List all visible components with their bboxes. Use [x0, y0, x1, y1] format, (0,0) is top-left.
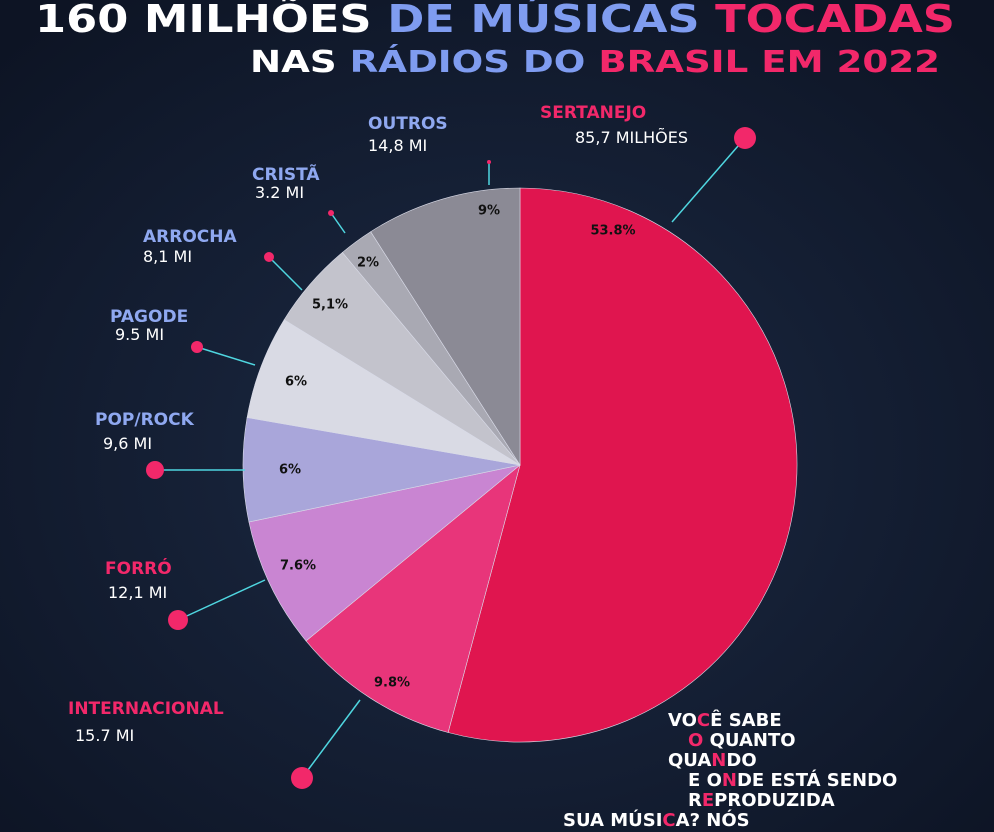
chart-title: NAS RÁDIOS DO BRASIL EM 2022 [250, 44, 940, 80]
amount-label: 15.7 MI [75, 726, 134, 745]
message-part: O [688, 730, 703, 751]
amount-label: 12,1 MI [108, 583, 167, 602]
message-line: SUA MÚSICA? NÓS [563, 809, 750, 831]
category-label: INTERNACIONAL [68, 699, 224, 719]
value-label: 9.8% [374, 676, 410, 691]
message-part: QUANTO [703, 730, 795, 751]
category-label: POP/ROCK [95, 410, 195, 430]
leader-dot [291, 767, 313, 789]
message-part: E O [688, 770, 722, 791]
value-label: 7.6% [280, 559, 316, 574]
message-part: R [688, 790, 702, 811]
amount-label: 3.2 MI [255, 183, 304, 202]
title-part: RÁDIOS DO [350, 44, 599, 80]
title-part: TOCADAS [715, 0, 955, 41]
message-line: VOCÊ SABE [668, 709, 782, 731]
message-part: Ê SABE [710, 709, 781, 731]
leader-dot [487, 160, 491, 164]
amount-label: 9,6 MI [103, 434, 152, 453]
message-part: C [662, 810, 675, 831]
leader-dot [264, 252, 274, 262]
category-label: ARROCHA [143, 227, 237, 247]
leader-dot [168, 610, 188, 630]
value-label: 9% [478, 204, 500, 219]
message-line: REPRODUZIDA [688, 790, 835, 811]
category-label: OUTROS [368, 114, 448, 134]
message-part: N [722, 770, 737, 791]
message-part: PRODUZIDA [714, 790, 835, 811]
message-part: SUA MÚSI [563, 809, 662, 831]
category-label: FORRÓ [105, 557, 172, 579]
message-part: DE ESTÁ SENDO [737, 769, 897, 791]
message-part: QUA [668, 750, 711, 771]
message-part: DO [726, 750, 756, 771]
value-label: 6% [285, 375, 307, 390]
message-part: N [711, 750, 726, 771]
value-label: 6% [279, 463, 301, 478]
value-label: 2% [357, 256, 379, 271]
category-label: SERTANEJO [540, 103, 646, 123]
message-line: E ONDE ESTÁ SENDO [688, 769, 897, 791]
message-line: QUANDO [668, 750, 757, 771]
category-label: CRISTÃ [252, 162, 320, 185]
message-part: C [697, 710, 710, 731]
message-part: E [702, 790, 714, 811]
message-part: VO [668, 710, 697, 731]
category-label: PAGODE [110, 307, 188, 327]
value-label: 5,1% [312, 298, 348, 313]
amount-label: 9.5 MI [115, 325, 164, 344]
leader-dot [734, 127, 756, 149]
title-part: BRASIL EM 2022 [598, 45, 940, 80]
chart: 160 MILHÕES DE MÚSICAS TOCADASNAS RÁDIOS… [0, 0, 994, 832]
amount-label: 8,1 MI [143, 247, 192, 266]
value-label: 53.8% [590, 224, 635, 239]
leader-dot [191, 341, 203, 353]
message-line: O QUANTO [688, 730, 796, 751]
amount-label: 14,8 MI [368, 136, 427, 155]
message-part: A? NÓS [676, 809, 750, 831]
chart-title: 160 MILHÕES DE MÚSICAS TOCADAS [35, 0, 955, 41]
amount-label: 85,7 MILHÕES [575, 128, 688, 147]
leader-dot [328, 210, 334, 216]
title-part: 160 MILHÕES [35, 0, 387, 41]
leader-dot [146, 461, 164, 479]
title-part: NAS [250, 45, 350, 80]
title-part: DE MÚSICAS [387, 0, 715, 41]
